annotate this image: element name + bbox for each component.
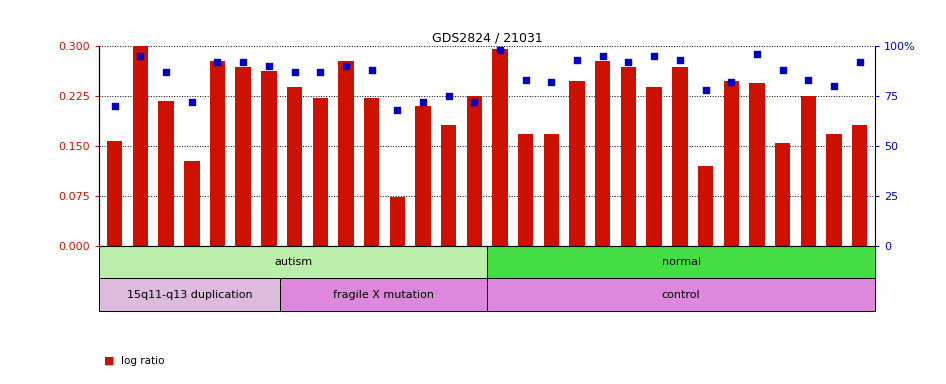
Point [724,79,739,85]
Point [184,99,200,105]
Point [132,53,148,59]
Point [159,69,174,75]
Text: log ratio: log ratio [121,356,165,366]
Bar [184,161,200,246]
Point [339,63,354,69]
Point [775,67,790,73]
Bar [158,101,174,246]
Point [441,93,456,99]
Bar [261,71,276,246]
Bar [852,125,867,246]
Bar [775,142,790,246]
Text: normal: normal [661,257,701,267]
Point [646,53,661,59]
Bar [236,67,251,246]
Point [673,57,688,63]
Bar [749,83,764,246]
Point [518,77,534,83]
Point [493,47,508,53]
Bar [492,50,508,246]
Point [852,59,867,65]
Bar [569,81,585,246]
Text: 15q11-q13 duplication: 15q11-q13 duplication [127,290,253,300]
Title: GDS2824 / 21031: GDS2824 / 21031 [431,32,543,45]
Bar [99,246,487,278]
Point [236,59,251,65]
Bar [595,61,610,246]
Point [364,67,379,73]
Point [466,99,482,105]
Bar [441,125,456,246]
Bar [544,134,559,246]
Bar [364,98,379,246]
Point [749,51,764,57]
Bar [107,141,122,246]
Bar [466,96,482,246]
Bar [390,197,405,246]
Point [698,87,713,93]
Bar [518,134,534,246]
Point [544,79,559,85]
Text: fragile X mutation: fragile X mutation [333,290,434,300]
Bar [698,166,713,246]
Text: autism: autism [274,257,312,267]
Bar [339,61,354,246]
Bar [724,81,739,246]
Point [313,69,328,75]
Point [390,107,405,113]
Point [261,63,276,69]
Point [210,59,225,65]
Bar [280,278,487,311]
Text: ■: ■ [104,356,114,366]
Point [287,69,302,75]
Point [827,83,842,89]
Bar [487,246,875,278]
Bar [800,96,816,246]
Bar [99,278,280,311]
Bar [621,67,636,246]
Bar [415,106,430,246]
Bar [672,67,688,246]
Bar [312,98,328,246]
Point [569,57,585,63]
Bar [287,87,303,246]
Point [107,103,122,109]
Bar [132,46,149,246]
Point [415,99,430,105]
Bar [487,278,875,311]
Point [621,59,636,65]
Point [800,77,815,83]
Bar [210,61,225,246]
Bar [826,134,842,246]
Point [595,53,610,59]
Text: control: control [662,290,700,300]
Bar [646,87,662,246]
